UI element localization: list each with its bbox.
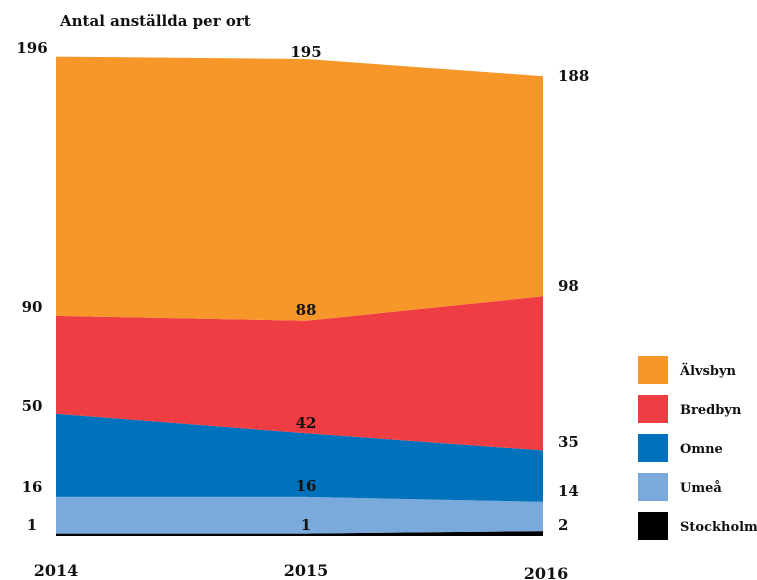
value-label-2016: 35 [558,433,579,451]
x-tick-label: 2016 [524,564,569,580]
legend-label: Stockholm [680,520,757,535]
value-label-2015: 88 [296,301,317,319]
value-label-2015: 195 [290,43,321,61]
chart-title: Antal anställda per ort [59,12,251,30]
area-omne [56,413,543,502]
value-label-2015: 42 [296,414,317,432]
value-label-2015: 1 [301,516,311,534]
legend-swatch [638,512,668,540]
value-label-2014: 16 [22,478,43,496]
value-label-2014: 196 [16,39,47,57]
value-label-2016: 14 [558,482,579,500]
value-label-2016: 188 [558,67,589,85]
value-labels: 1 16 50 90 196 1 16 42 88 195 2 14 35 98 188 [16,39,589,534]
area-bredbyn [56,296,543,451]
legend-label: Bredbyn [680,403,742,418]
x-axis-labels: 2014 2015 2016 [34,561,569,580]
area-alvsbyn [56,56,543,321]
legend-swatch [638,473,668,501]
legend-label: Älvsbyn [679,363,737,379]
legend-label: Omne [680,442,723,457]
value-label-2014: 1 [27,516,37,534]
value-label-2016: 98 [558,277,579,295]
legend-label: Umeå [680,480,722,496]
legend: Älvsbyn Bredbyn Omne Umeå Stockholm [638,356,757,540]
legend-swatch [638,395,668,423]
value-label-2016: 2 [558,516,568,534]
legend-swatch [638,434,668,462]
area-layers [56,56,543,536]
x-tick-label: 2014 [34,561,79,580]
area-umea [56,496,543,534]
legend-swatch [638,356,668,384]
value-label-2014: 90 [22,298,43,316]
value-label-2014: 50 [22,397,43,415]
value-label-2015: 16 [296,477,317,495]
area-stockholm [56,531,543,536]
x-tick-label: 2015 [284,561,329,580]
